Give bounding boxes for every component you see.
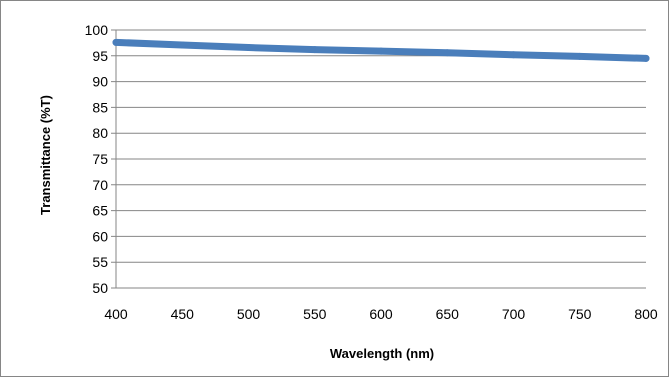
x-tick-label: 550 (303, 306, 327, 322)
y-tick-label: 85 (92, 99, 108, 115)
x-tick-label: 650 (436, 306, 460, 322)
series-layer (112, 38, 650, 62)
y-axis-title: Transmittance (%T) (38, 95, 53, 215)
y-tick-label: 55 (92, 254, 108, 270)
data-point (245, 44, 252, 52)
data-point (178, 41, 186, 49)
data-point (443, 49, 451, 57)
y-tick-label: 65 (92, 203, 108, 219)
y-tick-label: 75 (92, 151, 108, 167)
y-tick-label: 60 (92, 228, 108, 244)
x-tick-label: 500 (237, 306, 261, 322)
grid-lines (111, 29, 646, 289)
y-tick-label: 50 (92, 280, 108, 296)
data-point (642, 54, 650, 62)
y-tick-label: 80 (92, 125, 108, 141)
y-tick-label: 70 (92, 177, 108, 193)
data-point (576, 52, 584, 60)
x-tick-labels: 400 450 500 550 600 650 700 750 800 (104, 306, 658, 322)
data-point (377, 47, 385, 55)
x-tick-label: 600 (369, 306, 393, 322)
y-tick-label: 95 (92, 48, 108, 64)
x-tick-label: 750 (568, 306, 592, 322)
x-tick-label: 400 (104, 306, 128, 322)
x-tick-label: 700 (502, 306, 526, 322)
y-tick-labels: 50 55 60 65 70 75 80 85 90 95 100 (85, 22, 109, 296)
y-tick-label: 90 (92, 74, 108, 90)
x-axis-title: Wavelength (nm) (330, 346, 434, 361)
data-point (311, 46, 319, 54)
x-tick-label: 800 (634, 306, 658, 322)
y-tick-label: 100 (85, 22, 109, 38)
x-tick-label: 450 (171, 306, 195, 322)
data-point (112, 38, 120, 46)
data-point (510, 51, 517, 59)
